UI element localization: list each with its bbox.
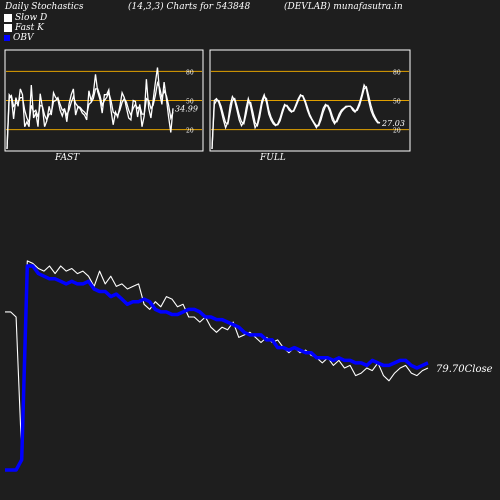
stochastic-panel-fast: 80 50 20 34.99 FAST [4, 49, 204, 163]
fast-k-swatch-icon [4, 24, 12, 32]
legend-label-obv: OBV [13, 33, 34, 43]
panel-label-full: FULL [259, 153, 286, 163]
last-value-label: 34.99 [175, 104, 198, 113]
y-tick-label: 50 [186, 99, 194, 106]
panel-label-fast: FAST [54, 153, 80, 163]
price-obv-chart: 79.70Close [5, 260, 493, 472]
legend-item-fast-k: Fast K [4, 23, 47, 33]
close-price-line [5, 260, 429, 456]
stochastic-line-k [211, 83, 380, 150]
legend-label-fast-k: Fast K [15, 23, 44, 33]
y-tick-label: 80 [393, 69, 401, 76]
y-tick-label: 80 [186, 69, 194, 76]
last-value-label: 27.03 [381, 119, 405, 128]
chart-params: (14,3,3) Charts for 543848 [128, 2, 251, 12]
legend: Slow D Fast K OBV [4, 13, 47, 43]
y-tick-label: 50 [393, 99, 401, 106]
chart-title: Daily Stochastics [5, 2, 84, 12]
chart-symbol: (DEVLAB) munafasutra.in [284, 2, 403, 12]
stochastic-line-d [211, 85, 381, 150]
stochastic-line-d [6, 80, 174, 150]
legend-label-slow-d: Slow D [15, 13, 48, 23]
y-tick-label: 20 [186, 128, 194, 135]
close-value-label: 79.70Close [436, 364, 493, 375]
stochastic-line-k [6, 67, 174, 150]
obv-swatch-icon [4, 35, 10, 41]
legend-item-slow-d: Slow D [4, 13, 47, 23]
y-tick-label: 20 [393, 128, 401, 135]
slow-d-swatch-icon [4, 14, 12, 22]
obv-line [5, 264, 429, 472]
legend-item-obv: OBV [4, 33, 47, 43]
